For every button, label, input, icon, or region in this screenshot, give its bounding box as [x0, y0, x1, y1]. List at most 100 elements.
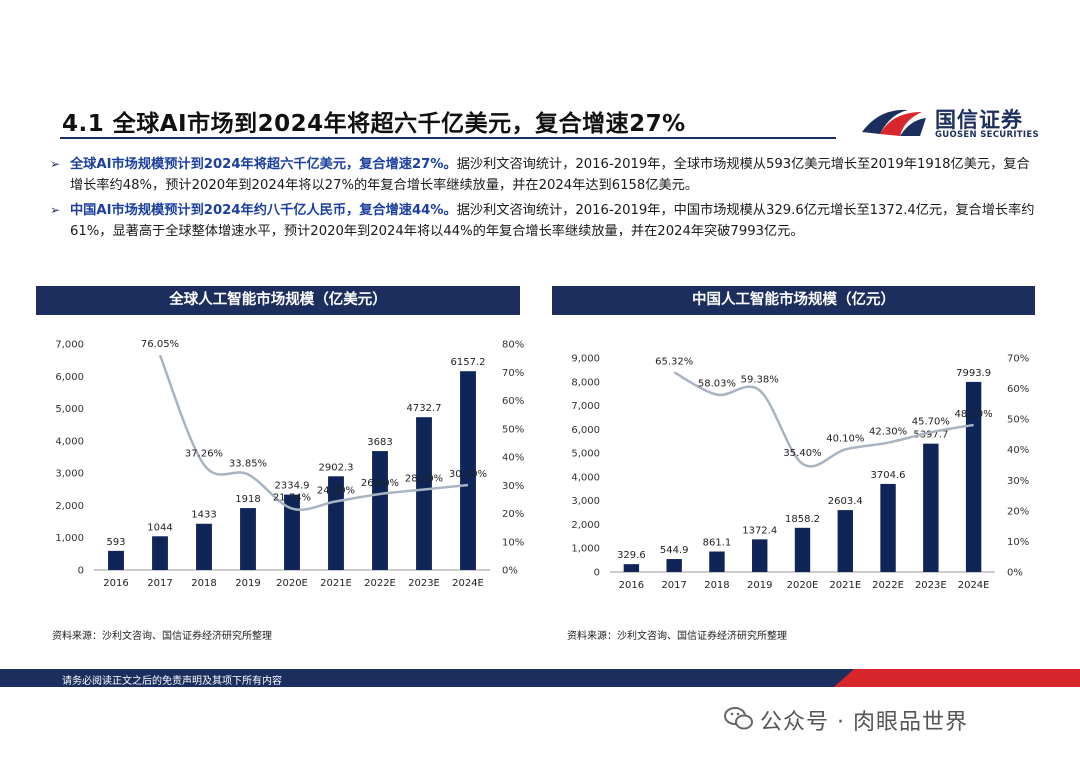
- bar-value-label: 2902.3: [319, 462, 354, 473]
- bar: [837, 510, 853, 572]
- footer-disclaimer: 请务必阅读正文之后的免责声明及其项下所有内容: [62, 676, 282, 687]
- growth-value-label: 37.26%: [185, 449, 223, 460]
- bar: [923, 443, 939, 572]
- bar-value-label: 2334.9: [275, 481, 310, 492]
- panel-heading-china: 中国人工智能市场规模（亿元）: [552, 286, 1035, 315]
- bullet-text: 据沙利文咨询统计，2016-2019年，中国市场规模从329.6亿元增长至137…: [70, 203, 1035, 239]
- bar: [460, 371, 476, 570]
- growth-value-label: 30.10%: [449, 469, 487, 480]
- x-tick-label: 2021E: [320, 578, 352, 589]
- bar-value-label: 544.9: [660, 545, 689, 556]
- growth-value-label: 26.90%: [361, 478, 399, 489]
- x-tick-label: 2022E: [364, 578, 396, 589]
- bar: [284, 494, 300, 570]
- logo-name: 国信证券: [935, 108, 1023, 132]
- bar: [709, 551, 725, 572]
- y2-tick-label: 50%: [502, 424, 524, 435]
- x-tick-label: 2020E: [787, 580, 819, 591]
- bullet-text: 据沙利文咨询统计，2016-2019年，全球市场规模从593亿美元增长至2019…: [70, 157, 1030, 193]
- y2-tick-label: 40%: [502, 453, 524, 464]
- y-tick-label: 4,000: [55, 436, 84, 447]
- y-tick-label: 3,000: [55, 469, 84, 480]
- global-ai-market-chart: 0 1,000 2,000 3,000 4,000 5,000 6,000 7,000 0% 10…: [55, 339, 524, 589]
- y-tick-label: 7,000: [571, 401, 600, 412]
- x-tick-label: 2019: [235, 578, 260, 589]
- x-tick-label: 2019: [747, 580, 772, 591]
- y2-tick-label: 20%: [502, 509, 524, 520]
- y2-tick-label: 70%: [502, 368, 524, 379]
- y-tick-label: 2,000: [571, 520, 600, 531]
- x-tick-label: 2018: [704, 580, 729, 591]
- bar-value-label: 6157.2: [451, 357, 486, 368]
- logo-subtitle: GUOSEN SECURITIES: [935, 130, 1039, 140]
- y2-tick-label: 30%: [502, 481, 524, 492]
- bar: [240, 508, 256, 570]
- y-tick-label: 3,000: [571, 496, 600, 507]
- bar: [152, 536, 168, 570]
- x-tick-label: 2024E: [958, 580, 990, 591]
- bar-value-label: 1858.2: [785, 514, 820, 525]
- x-tick-label: 2020E: [276, 578, 308, 589]
- y2-tick-label: 10%: [502, 537, 524, 548]
- bar: [880, 483, 896, 572]
- x-tick-label: 2021E: [829, 580, 861, 591]
- source-note-global: 资料来源：沙利文咨询、国信证券经济研究所整理: [52, 631, 272, 642]
- y-tick-label: 9,000: [571, 354, 600, 365]
- growth-line: [158, 354, 469, 511]
- y2-tick-label: 0%: [502, 566, 518, 577]
- bar: [623, 564, 640, 572]
- y2-tick-label: 80%: [502, 340, 524, 351]
- y2-tick-label: 10%: [1007, 537, 1029, 548]
- guosen-logo-icon: [862, 109, 926, 136]
- bar-value-label: 4732.7: [407, 403, 442, 414]
- page-title: 4.1 全球AI市场到2024年将超六千亿美元，复合增速27%: [62, 111, 686, 137]
- bar: [794, 527, 811, 572]
- growth-value-label: 58.03%: [698, 379, 736, 390]
- y2-tick-label: 30%: [1007, 476, 1029, 487]
- bar: [416, 417, 432, 570]
- y-tick-label: 0: [594, 568, 600, 579]
- growth-value-label: 28.50%: [405, 473, 443, 484]
- growth-value-label: 33.85%: [229, 458, 267, 469]
- x-tick-label: 2017: [147, 578, 172, 589]
- bar-value-label: 3704.6: [871, 470, 906, 481]
- x-tick-label: 2016: [619, 580, 644, 591]
- bar-value-label: 2603.4: [828, 496, 863, 507]
- growth-value-label: 48.10%: [955, 409, 993, 420]
- bar: [108, 550, 124, 570]
- bar-value-label: 1918: [235, 494, 260, 505]
- y-tick-label: 2,000: [55, 501, 84, 512]
- growth-value-label: 45.70%: [912, 416, 950, 427]
- y-tick-label: 1,000: [571, 544, 600, 555]
- x-tick-label: 2024E: [452, 578, 484, 589]
- bar-value-label: 861.1: [703, 538, 732, 549]
- bullet-highlight: 全球AI市场规模预计到2024年将超六千亿美元，复合增速27%。: [70, 157, 457, 172]
- x-tick-label: 2023E: [408, 578, 440, 589]
- bar: [666, 559, 682, 572]
- watermark-text: 公众号 · 肉眼品世界: [760, 710, 968, 735]
- bar: [965, 381, 982, 572]
- x-tick-label: 2016: [103, 578, 128, 589]
- source-note-china: 资料来源：沙利文咨询、国信证券经济研究所整理: [567, 631, 787, 642]
- y-tick-label: 7,000: [55, 340, 84, 351]
- bar-value-label: 7993.9: [956, 368, 991, 379]
- bar-value-label: 329.6: [617, 550, 646, 561]
- arrow-bullet-icon: ➢: [50, 203, 61, 217]
- growth-value-label: 76.05%: [141, 339, 179, 350]
- title-underline: [60, 137, 836, 139]
- bar-value-label: 3683: [367, 437, 392, 448]
- growth-value-label: 59.38%: [741, 374, 779, 385]
- y-tick-label: 5,000: [571, 449, 600, 460]
- y-tick-label: 4,000: [571, 472, 600, 483]
- bullet-highlight: 中国AI市场规模预计到2024年约八千亿人民币，复合增速44%。: [70, 203, 457, 218]
- bar-value-label: 5397.7: [913, 430, 948, 441]
- footer-accent: [820, 669, 1080, 687]
- x-tick-label: 2018: [191, 578, 216, 589]
- y-tick-label: 5,000: [55, 404, 84, 415]
- growth-value-label: 42.30%: [869, 427, 907, 438]
- panel-heading-global: 全球人工智能市场规模（亿美元）: [36, 286, 520, 315]
- y2-tick-label: 70%: [1007, 354, 1029, 365]
- y2-tick-label: 40%: [1007, 445, 1029, 456]
- growth-value-label: 65.32%: [655, 356, 693, 367]
- bar-value-label: 593: [106, 537, 125, 548]
